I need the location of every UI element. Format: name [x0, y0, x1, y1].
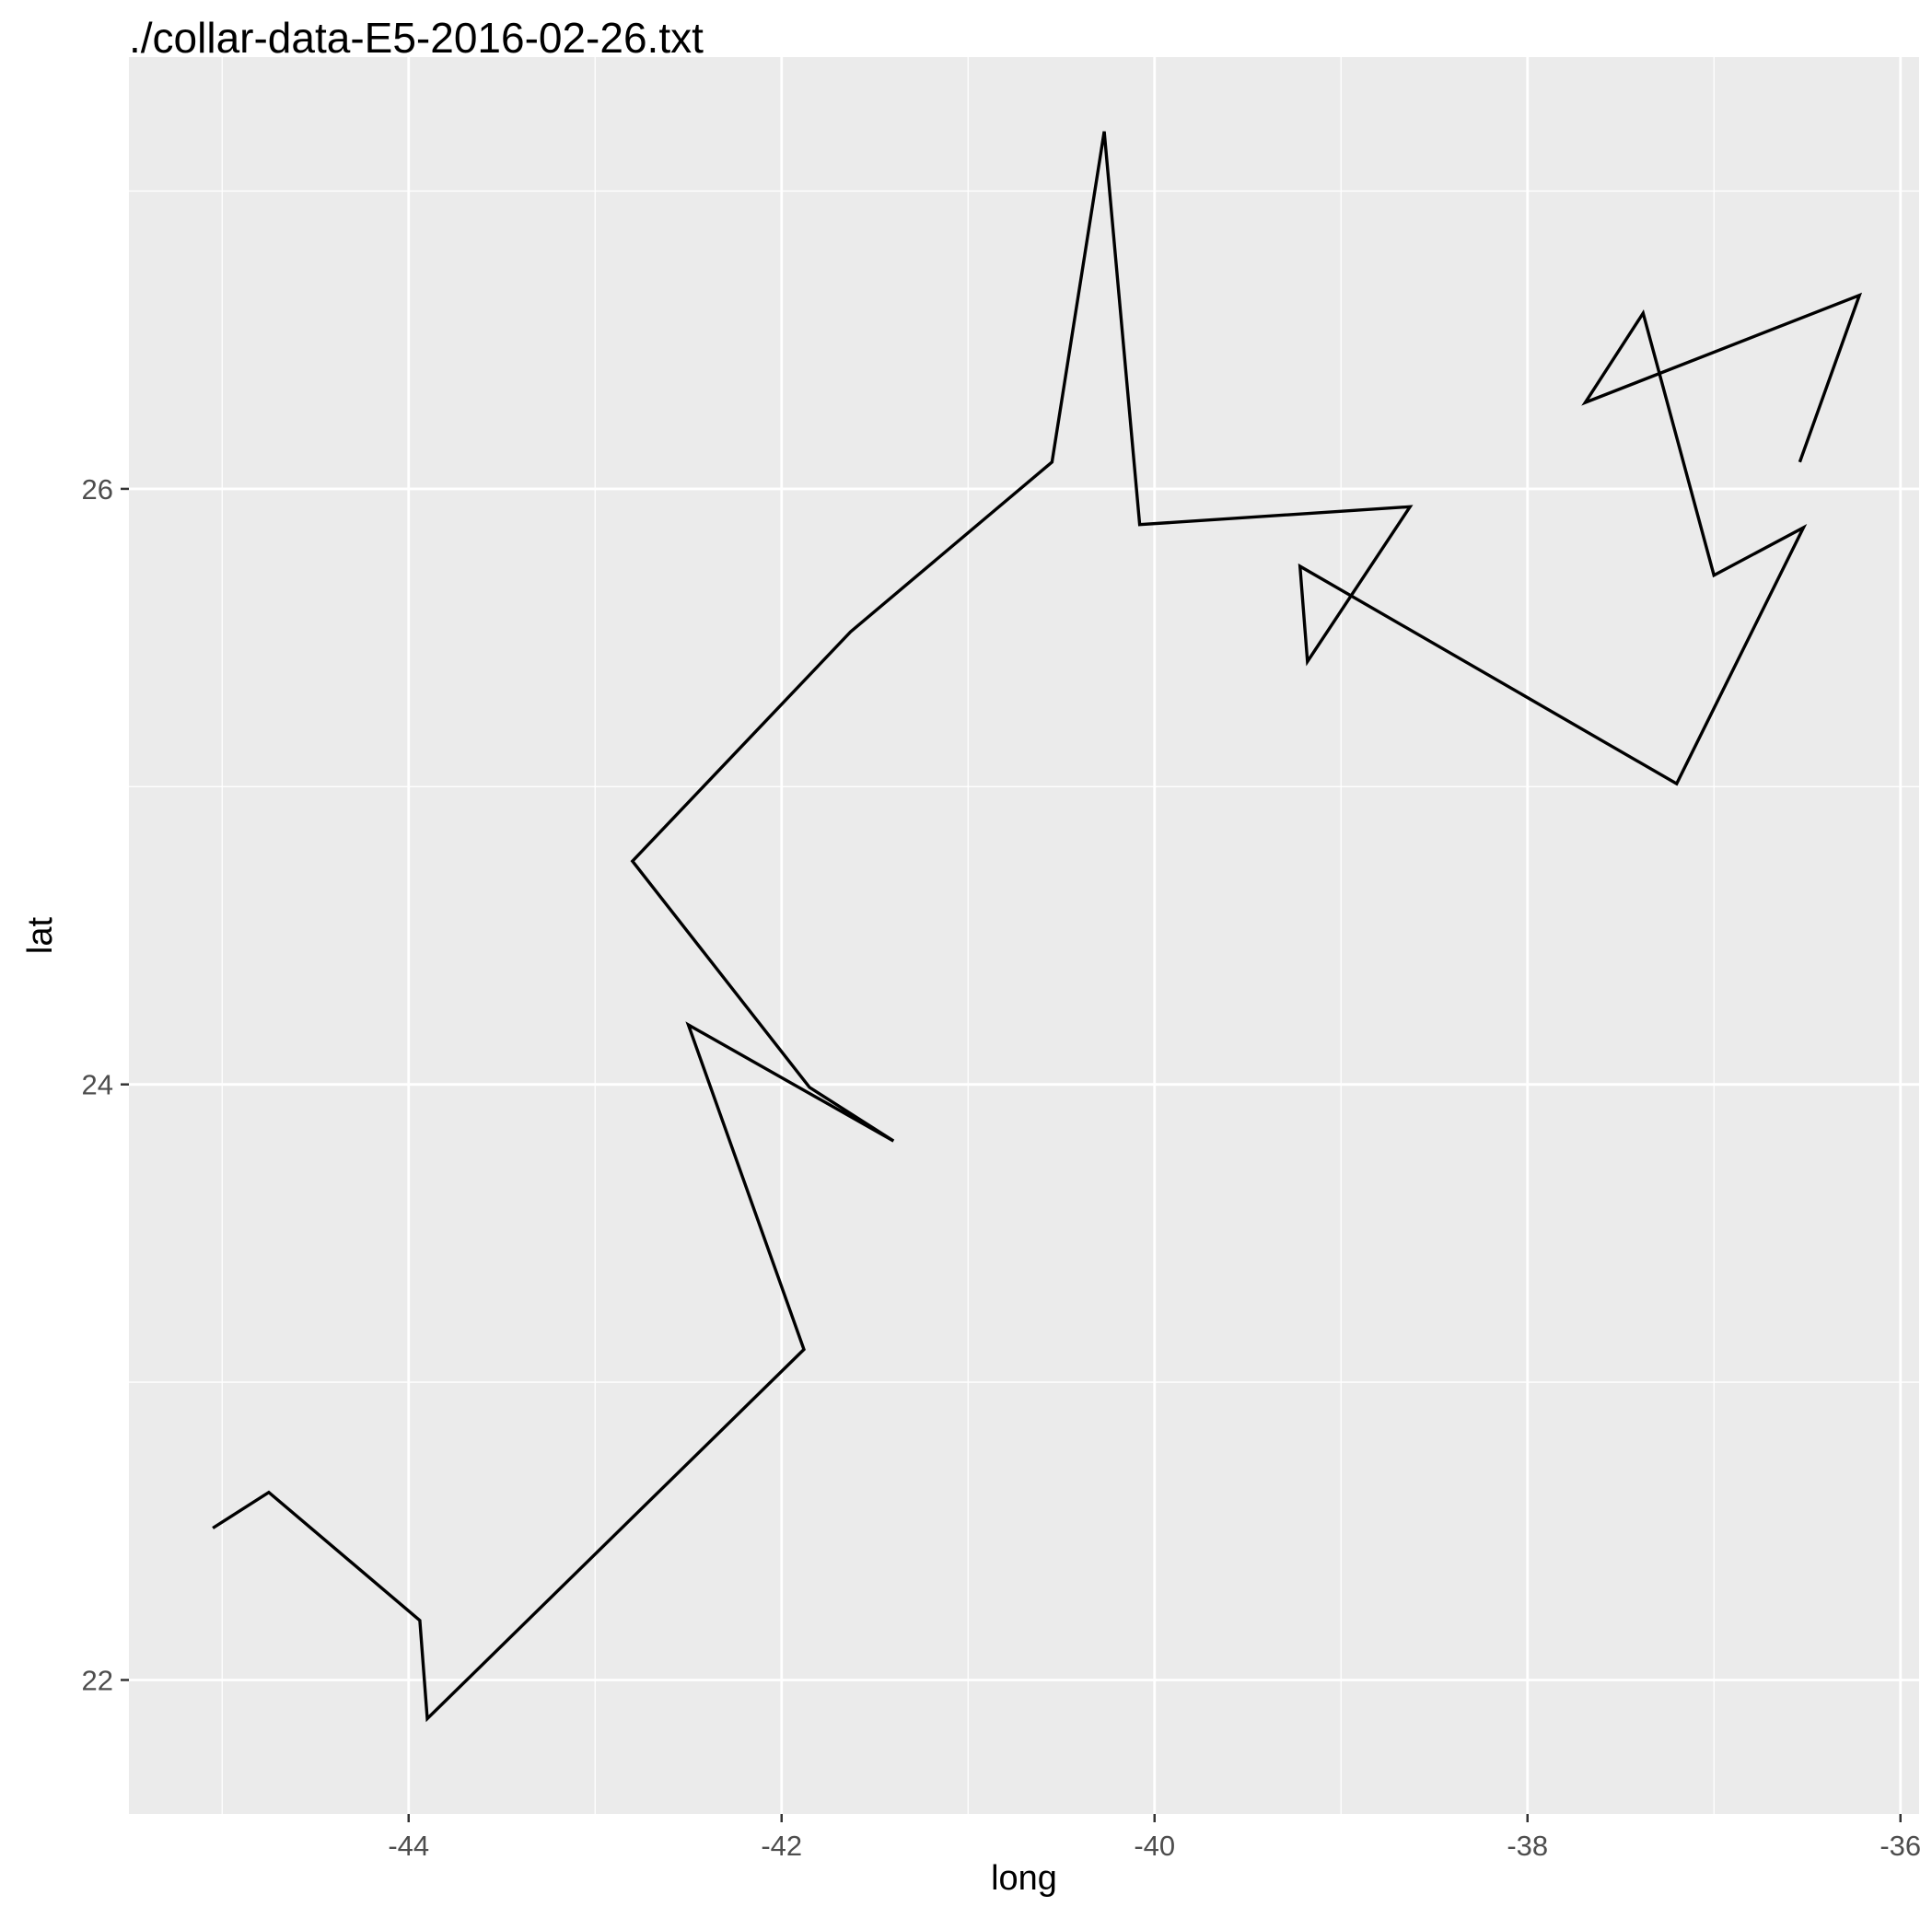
grid-major — [129, 57, 1919, 1814]
x-tick-label: -40 — [1134, 1830, 1175, 1862]
tick-labels: -44 -42 -40 -38 -36 22 24 26 — [82, 473, 1922, 1862]
y-tick-label: 22 — [82, 1664, 113, 1696]
x-tick-label: -44 — [388, 1830, 429, 1862]
x-tick-label: -36 — [1880, 1830, 1921, 1862]
data-layer — [212, 131, 1863, 1723]
y-tick-label: 24 — [82, 1069, 113, 1101]
chart-title: ./collar-data-E5-2016-02-26.txt — [129, 14, 704, 62]
x-axis-title: long — [991, 1859, 1057, 1898]
plot-panel — [129, 57, 1919, 1814]
y-tick-label: 26 — [82, 473, 113, 506]
grid-minor — [129, 57, 1919, 1814]
axis-ticks — [121, 487, 1902, 1822]
track-line — [212, 131, 1863, 1723]
x-tick-label: -42 — [761, 1830, 802, 1862]
x-tick-label: -38 — [1507, 1830, 1548, 1862]
y-axis-title: lat — [21, 916, 60, 954]
